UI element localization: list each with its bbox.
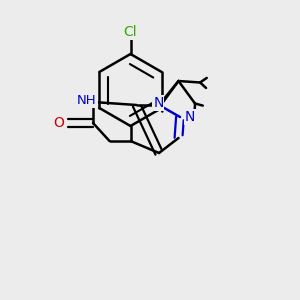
Text: Cl: Cl [124,26,137,39]
Text: N: N [185,110,195,124]
Text: N: N [153,96,164,110]
Text: O: O [54,116,64,130]
Text: NH: NH [77,94,97,107]
